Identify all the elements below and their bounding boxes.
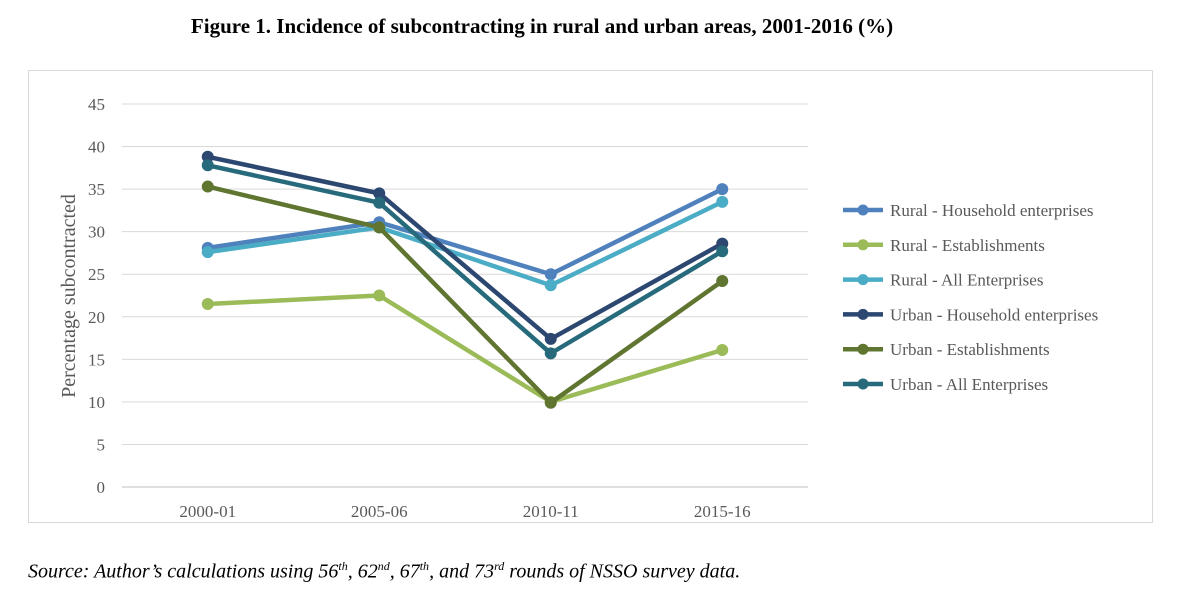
gridlines	[122, 103, 808, 445]
source-sup: th	[419, 559, 430, 573]
data-point	[544, 332, 557, 345]
legend-label: Rural - Establishments	[890, 236, 1045, 255]
y-tick-label: 40	[88, 138, 105, 157]
legend-label: Rural - Household enterprises	[890, 201, 1093, 220]
legend-label: Urban - Household enterprises	[890, 305, 1098, 324]
legend-swatch-marker	[857, 204, 869, 216]
source-text: , and 73	[429, 560, 495, 583]
legend-label: Urban - Establishments	[890, 340, 1050, 359]
legend-item: Rural - Establishments	[843, 236, 1045, 255]
data-point	[544, 396, 557, 409]
source-text: Source: Author’s calculations using 56	[28, 560, 339, 583]
data-point	[201, 246, 214, 259]
source-text: , 67	[389, 560, 420, 583]
y-tick-label: 15	[88, 350, 105, 369]
data-point	[373, 196, 386, 209]
series-line	[205, 184, 725, 405]
legend-swatch-marker	[857, 239, 869, 251]
y-tick-label: 10	[88, 393, 105, 412]
data-point	[716, 275, 729, 288]
y-tick-label: 30	[88, 223, 105, 242]
series-line	[205, 199, 725, 288]
series-group	[201, 180, 729, 409]
data-point	[201, 298, 214, 311]
y-tick-label: 25	[88, 265, 105, 284]
x-tick-label: 2005-06	[351, 502, 408, 521]
data-point	[716, 343, 729, 356]
y-axis-title: Percentage subcontracted	[58, 194, 80, 398]
series-group	[201, 159, 729, 360]
legend-item: Rural - All Enterprises	[843, 271, 1043, 290]
figure-title: Figure 1. Incidence of subcontracting in…	[190, 14, 894, 38]
x-tick-label: 2000-01	[179, 502, 236, 521]
legend: Rural - Household enterprises Rural - Est…	[843, 201, 1098, 394]
data-point	[201, 159, 214, 172]
source-sup: th	[338, 559, 348, 573]
data-point	[716, 183, 729, 196]
legend-swatch-marker	[857, 343, 869, 355]
data-point	[716, 245, 729, 258]
data-point	[373, 221, 386, 234]
source-sup: nd	[377, 559, 390, 573]
series-line	[205, 163, 725, 356]
y-tick-label: 0	[97, 478, 106, 497]
series-line	[205, 293, 725, 405]
data-point	[716, 195, 729, 208]
source-note: Source: Author’s calculations using 56th…	[28, 559, 740, 584]
y-tick-label: 20	[88, 308, 105, 327]
data-point	[373, 289, 386, 302]
legend-item: Urban - Household enterprises	[843, 305, 1098, 324]
data-point	[544, 268, 557, 281]
source-sup: rd	[494, 559, 505, 573]
data-point	[544, 347, 557, 360]
x-tick-label: 2010-11	[523, 502, 579, 521]
x-tick-label: 2015-16	[694, 502, 751, 521]
legend-label: Rural - All Enterprises	[890, 271, 1043, 290]
series-lines	[201, 150, 729, 409]
legend-swatch-marker	[857, 274, 869, 286]
legend-item: Rural - Household enterprises	[843, 201, 1093, 220]
legend-item: Urban - Establishments	[843, 340, 1050, 359]
source-text: rounds of NSSO survey data.	[504, 560, 741, 583]
series-group	[201, 289, 729, 408]
y-tick-label: 45	[88, 95, 105, 114]
axes: 0 5 10 15 20 25 30 35 40 45 2000-01 2005-06 2010-11 2…	[88, 95, 808, 521]
y-tick-label: 5	[97, 435, 106, 454]
chart-frame	[28, 70, 1153, 523]
y-tick-label: 35	[88, 180, 105, 199]
legend-swatch-marker	[857, 308, 869, 320]
legend-item: Urban - All Enterprises	[843, 375, 1048, 394]
legend-label: Urban - All Enterprises	[890, 375, 1048, 394]
data-point	[544, 279, 557, 292]
series-line	[205, 186, 725, 277]
series-line	[205, 154, 725, 342]
source-text: , 62	[347, 560, 378, 583]
data-point	[201, 180, 214, 193]
legend-swatch-marker	[857, 378, 869, 390]
